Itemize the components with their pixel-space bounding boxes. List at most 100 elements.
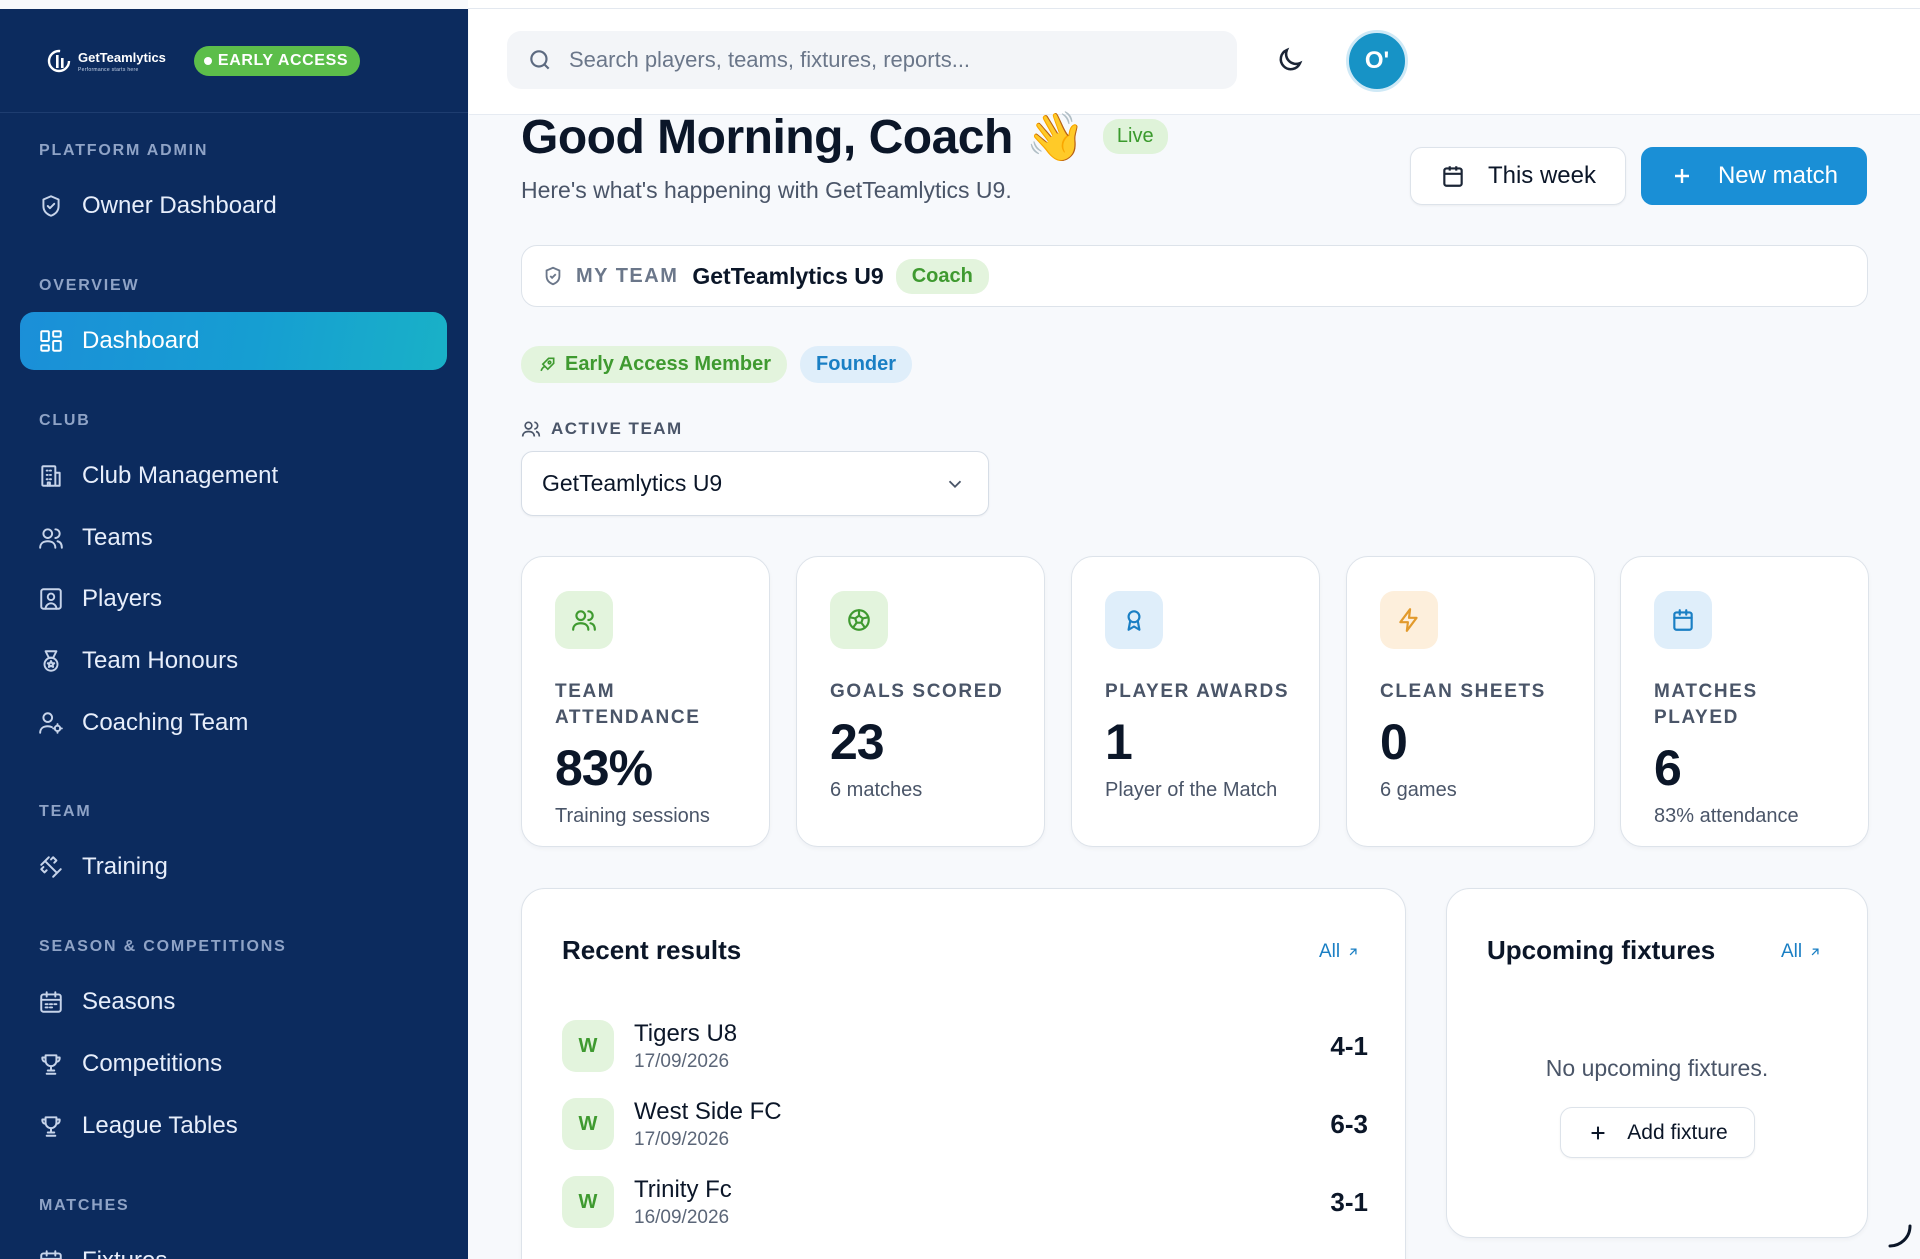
sidebar-item-players[interactable]: Players xyxy=(20,570,447,628)
sidebar-item-label: Players xyxy=(82,585,163,612)
match-date: 17/09/2026 xyxy=(634,1128,730,1150)
upcoming-fixtures-card: Upcoming fixtures All No upcoming fixtur… xyxy=(1446,888,1868,1238)
role-badge: Coach xyxy=(895,258,989,294)
dumbbell-icon xyxy=(40,856,62,878)
result-row[interactable]: W West Side FC 17/09/2026 6-3 xyxy=(562,1094,1368,1154)
result-info: Trinity Fc 16/09/2026 xyxy=(634,1176,1330,1229)
upcoming-fixtures-title: Upcoming fixtures xyxy=(1487,935,1716,965)
user-avatar[interactable]: O' xyxy=(1346,30,1408,92)
section-club: CLUB xyxy=(39,412,91,429)
search-icon xyxy=(530,50,550,70)
greeting-row: Good Morning, Coach 👋 Live xyxy=(521,108,1168,165)
users-icon xyxy=(572,610,596,631)
section-matches: MATCHES xyxy=(39,1197,130,1214)
moon-icon xyxy=(1279,47,1303,71)
opponent-name: West Side FC xyxy=(634,1097,782,1125)
player-card-icon xyxy=(40,588,62,610)
early-access-member-label: Early Access Member xyxy=(565,353,772,375)
sidebar-item-label: Fixtures xyxy=(82,1247,167,1259)
my-team-bar: MY TEAM GetTeamlytics U9 Coach xyxy=(521,245,1868,307)
result-info: West Side FC 17/09/2026 xyxy=(634,1098,1330,1151)
match-score: 6-3 xyxy=(1330,1108,1368,1139)
sidebar-item-label: Coaching Team xyxy=(82,709,249,736)
opponent-name: Tigers U8 xyxy=(634,1019,738,1047)
logo-tagline: Performance starts here xyxy=(78,66,139,73)
sidebar-item-dashboard[interactable]: Dashboard xyxy=(20,312,447,370)
sidebar-item-league-tables[interactable]: League Tables xyxy=(20,1097,447,1155)
active-team-select[interactable]: GetTeamlytics U9 xyxy=(521,451,989,516)
member-badges: Early Access Member Founder xyxy=(521,346,913,383)
ball-icon xyxy=(848,609,870,631)
window-top-edge xyxy=(468,0,1920,9)
result-badge: W xyxy=(562,1020,614,1072)
calendar-icon xyxy=(1673,609,1693,631)
app-logo[interactable]: GetTeamlytics Performance starts here xyxy=(46,47,166,75)
empty-state-text: No upcoming fixtures. xyxy=(1545,1055,1769,1081)
topbar: O' xyxy=(469,9,1920,115)
stat-icon-box xyxy=(1380,591,1438,649)
page-title: Good Morning, Coach 👋 xyxy=(521,111,1085,164)
all-link-label: All xyxy=(1781,941,1803,962)
user-cog-icon xyxy=(39,712,63,734)
recent-results-all-link[interactable]: All xyxy=(1319,941,1360,963)
add-fixture-button[interactable]: Add fixture xyxy=(1560,1107,1755,1158)
stat-icon-box xyxy=(1105,591,1163,649)
sidebar-item-label: Owner Dashboard xyxy=(82,192,277,219)
stat-value: 6 xyxy=(1654,740,1682,796)
stat-card-matches-played[interactable]: MATCHES PLAYED 6 83% attendance xyxy=(1620,556,1869,847)
logo-text: GetTeamlytics xyxy=(78,49,166,65)
theme-toggle-button[interactable] xyxy=(1275,45,1305,75)
stat-card-goals-scored[interactable]: GOALS SCORED 23 6 matches xyxy=(796,556,1045,847)
stat-icon-box xyxy=(555,591,613,649)
sidebar-item-team-honours[interactable]: Team Honours xyxy=(20,632,447,690)
chevron-down-icon xyxy=(948,480,962,488)
stat-value: 0 xyxy=(1380,714,1408,770)
stat-icon-box xyxy=(830,591,888,649)
stat-value: 1 xyxy=(1105,714,1133,770)
stat-card-clean-sheets[interactable]: CLEAN SHEETS 0 6 games xyxy=(1346,556,1595,847)
stat-card-team-attendance[interactable]: TEAM ATTENDANCE 83% Training sessions xyxy=(521,556,770,847)
sidebar-item-label: Dashboard xyxy=(82,327,200,354)
stat-subtext: 6 matches xyxy=(830,779,923,801)
trophy-icon xyxy=(41,1054,61,1075)
stat-label: GOALS SCORED xyxy=(830,681,1004,702)
new-match-button[interactable]: New match xyxy=(1641,147,1867,205)
search-box[interactable] xyxy=(507,31,1237,89)
shield-icon xyxy=(42,195,60,217)
sidebar-item-fixtures[interactable]: Fixtures xyxy=(20,1232,447,1259)
live-badge: Live xyxy=(1102,119,1168,154)
active-team-label: ACTIVE TEAM xyxy=(521,419,683,439)
stat-label: PLAYER AWARDS xyxy=(1105,681,1290,702)
sidebar-item-label: Competitions xyxy=(82,1050,223,1077)
my-team-label: MY TEAM xyxy=(576,264,679,287)
rocket-icon xyxy=(540,357,555,371)
stat-label: TEAM ATTENDANCE xyxy=(555,681,701,728)
sidebar-item-training[interactable]: Training xyxy=(20,838,447,896)
result-row[interactable]: W Trinity Fc 16/09/2026 3-1 xyxy=(562,1172,1368,1232)
sidebar-item-club-management[interactable]: Club Management xyxy=(20,447,447,505)
opponent-name: Trinity Fc xyxy=(634,1175,732,1203)
arrow-up-right-icon xyxy=(1349,948,1357,956)
resize-handle-icon[interactable] xyxy=(1888,1222,1914,1248)
match-score: 3-1 xyxy=(1330,1186,1368,1217)
search-input[interactable] xyxy=(569,47,1209,73)
result-row[interactable]: W Tigers U8 17/09/2026 4-1 xyxy=(562,1016,1368,1076)
sidebar-item-coaching-team[interactable]: Coaching Team xyxy=(20,694,447,752)
date-range-button[interactable]: This week xyxy=(1410,147,1626,205)
match-date: 16/09/2026 xyxy=(634,1206,730,1228)
calendar-icon xyxy=(40,991,62,1013)
sidebar: GetTeamlytics Performance starts here EA… xyxy=(0,9,468,1259)
recent-results-title: Recent results xyxy=(562,935,742,965)
sidebar-item-teams[interactable]: Teams xyxy=(20,509,447,567)
sidebar-item-label: Seasons xyxy=(82,988,176,1015)
sidebar-item-owner-dashboard[interactable]: Owner Dashboard xyxy=(20,177,447,235)
sidebar-item-seasons[interactable]: Seasons xyxy=(20,973,447,1031)
result-info: Tigers U8 17/09/2026 xyxy=(634,1020,1330,1073)
stat-card-player-awards[interactable]: PLAYER AWARDS 1 Player of the Match xyxy=(1071,556,1320,847)
building-icon xyxy=(41,465,61,487)
sidebar-item-competitions[interactable]: Competitions xyxy=(20,1035,447,1093)
my-team-name: GetTeamlytics U9 xyxy=(692,262,884,289)
upcoming-fixtures-all-link[interactable]: All xyxy=(1781,941,1822,963)
shield-icon xyxy=(545,266,561,286)
section-platform-admin: PLATFORM ADMIN xyxy=(39,142,209,159)
